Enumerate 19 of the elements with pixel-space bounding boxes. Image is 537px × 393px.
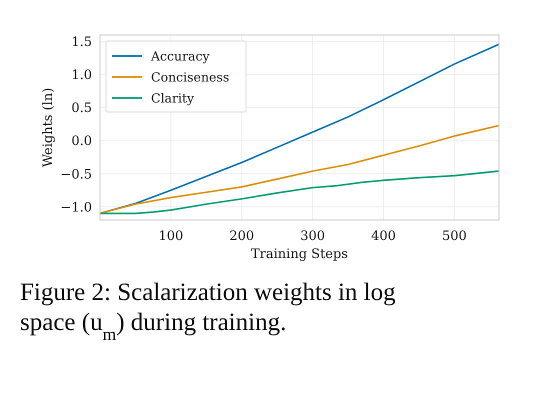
legend-label: Clarity — [151, 90, 196, 106]
x-tick-label: 200 — [229, 229, 254, 244]
line-series — [99, 124, 500, 214]
caption: Figure 2: Scalarization weights in log space (u$_{m}$) during training. — [20, 279, 396, 344]
y-axis-title: Weights (ln) — [41, 88, 56, 168]
y-tick-label: −1.0 — [60, 200, 92, 216]
y-tick-label: 0.0 — [71, 134, 92, 150]
y-tick-label: −0.5 — [60, 167, 92, 182]
y-tick-label: 1.0 — [71, 68, 92, 84]
x-tick-label: 100 — [158, 229, 184, 244]
x-tick-label: 400 — [371, 229, 396, 244]
y-tick-label: 1.5 — [71, 35, 92, 50]
x-tick-label: 300 — [300, 229, 326, 244]
line-series — [99, 170, 500, 214]
x-axis-title: Training Steps — [251, 247, 348, 262]
y-tick-label: 0.5 — [71, 101, 92, 116]
legend-label: Conciseness — [151, 70, 230, 84]
x-tick-label: 500 — [442, 229, 467, 244]
legend-label: Accuracy — [150, 48, 211, 64]
